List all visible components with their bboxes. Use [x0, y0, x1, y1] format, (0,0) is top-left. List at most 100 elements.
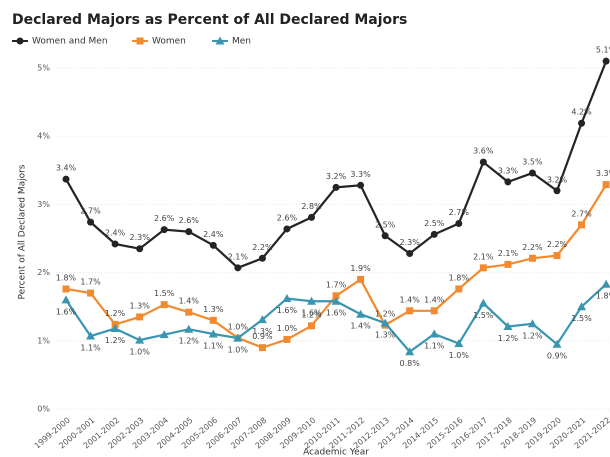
data-point: [331, 296, 341, 305]
data-point: [430, 307, 438, 315]
data-label: 2.1%: [473, 252, 494, 261]
data-point: [380, 318, 390, 327]
data-point: [577, 302, 587, 311]
data-point: [110, 324, 120, 333]
data-label: 1.2%: [522, 331, 543, 340]
data-point: [283, 335, 291, 343]
data-point: [552, 339, 562, 348]
data-point: [208, 329, 218, 338]
data-point: [479, 264, 487, 272]
data-label: 1.3%: [129, 301, 150, 310]
data-label: 0.8%: [400, 359, 421, 368]
data-label: 2.4%: [105, 228, 126, 237]
data-point: [160, 226, 168, 234]
data-label: 1.5%: [473, 311, 494, 320]
data-point: [159, 330, 169, 339]
data-point: [209, 316, 217, 324]
y-tick-label: 2%: [37, 268, 50, 277]
data-label: 1.1%: [80, 344, 101, 353]
data-label: 2.5%: [375, 220, 396, 229]
data-label: 2.6%: [154, 214, 175, 223]
data-label: 3.3%: [498, 166, 519, 175]
data-label: 1.0%: [277, 324, 298, 333]
data-point: [111, 240, 119, 248]
y-tick-label: 0%: [37, 405, 50, 414]
data-point: [62, 175, 70, 183]
data-point: [87, 218, 95, 226]
data-point: [602, 57, 610, 65]
legend-label: Women: [152, 37, 186, 47]
data-point: [234, 264, 242, 272]
data-label: 2.8%: [301, 202, 322, 211]
data-point: [455, 219, 463, 227]
data-point: [479, 158, 487, 166]
data-label: 1.5%: [154, 289, 175, 298]
data-label: 3.2%: [326, 172, 347, 181]
data-label: 2.3%: [129, 233, 150, 242]
data-point: [185, 308, 193, 316]
data-label: 3.2%: [547, 175, 568, 184]
data-label: 1.4%: [400, 295, 421, 304]
data-label: 1.6%: [301, 309, 322, 318]
data-label: 1.2%: [179, 337, 200, 346]
data-point: [602, 181, 610, 189]
data-label: 2.7%: [449, 208, 470, 217]
data-label: 2.2%: [522, 243, 543, 252]
data-label: 1.0%: [228, 346, 249, 355]
data-point: [160, 301, 168, 309]
data-point: [184, 324, 194, 333]
data-label: 2.1%: [498, 249, 519, 258]
data-label: 3.5%: [522, 158, 543, 167]
data-point: [454, 339, 464, 348]
data-point: [185, 228, 193, 236]
data-label: 3.6%: [473, 147, 494, 156]
data-label: 1.0%: [449, 351, 470, 360]
data-label: 2.2%: [252, 243, 273, 252]
data-point: [233, 333, 243, 342]
data-label: 4.2%: [571, 108, 592, 117]
data-label: 1.8%: [449, 273, 470, 282]
data-label: 2.7%: [80, 207, 101, 216]
data-label: 3.4%: [56, 164, 77, 173]
data-label: 1.3%: [375, 331, 396, 340]
x-axis-title: Academic Year: [303, 448, 369, 457]
data-label: 2.6%: [277, 213, 298, 222]
data-point: [308, 213, 315, 221]
data-point: [135, 335, 145, 344]
data-point: [578, 221, 586, 229]
data-label: 1.4%: [424, 295, 445, 304]
data-label: 1.7%: [326, 280, 347, 289]
data-label: 1.8%: [56, 273, 77, 282]
data-label: 1.4%: [350, 322, 371, 331]
data-point: [357, 181, 365, 189]
data-label: 1.1%: [203, 341, 224, 350]
data-label: 1.2%: [301, 310, 322, 319]
data-label: 2.4%: [203, 230, 224, 239]
data-point: [332, 292, 340, 300]
data-point: [381, 232, 389, 240]
data-label: 1.3%: [252, 327, 273, 336]
data-label: 1.6%: [277, 306, 298, 315]
data-label: 1.7%: [80, 278, 101, 287]
legend-label: Women and Men: [32, 37, 108, 47]
legend-label: Men: [232, 37, 251, 47]
data-label: 1.2%: [498, 334, 519, 343]
data-point: [553, 187, 561, 195]
data-point: [406, 250, 414, 258]
y-tick-label: 3%: [37, 200, 50, 209]
data-point: [527, 319, 537, 328]
data-label: 1.0%: [129, 348, 150, 357]
data-point: [307, 296, 316, 305]
data-point: [578, 119, 586, 127]
data-label: 3.3%: [596, 169, 610, 178]
y-axis-title: Percent of All Declared Majors: [18, 164, 28, 299]
data-label: 2.1%: [228, 252, 249, 261]
data-point: [86, 331, 96, 340]
data-label: 2.7%: [571, 209, 592, 218]
data-point: [308, 322, 315, 330]
data-point: [258, 344, 266, 352]
data-point: [553, 252, 561, 260]
data-point: [209, 241, 217, 249]
data-point: [257, 315, 267, 324]
